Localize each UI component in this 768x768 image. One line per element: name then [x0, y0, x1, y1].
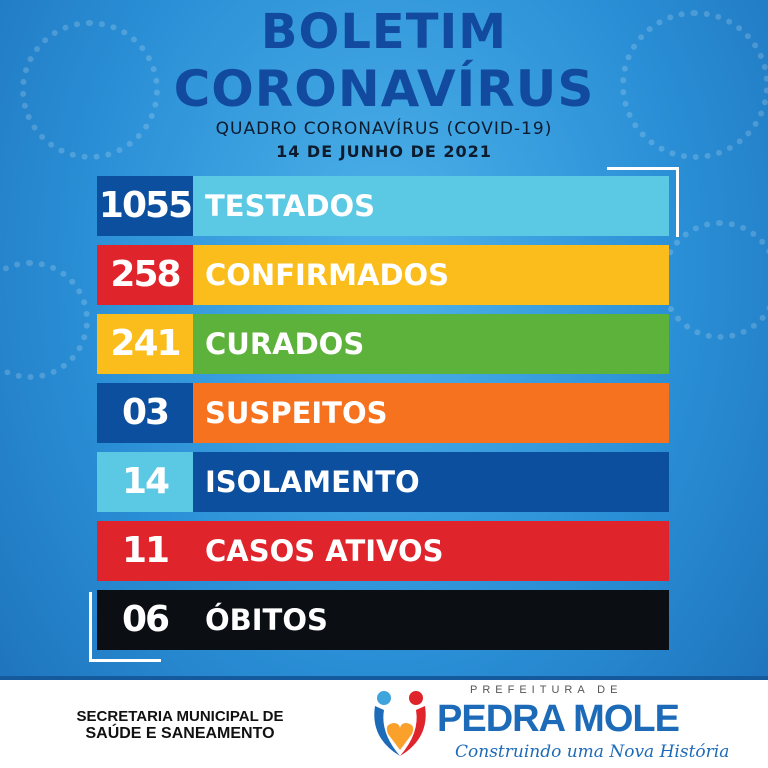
virus-decoration: [660, 220, 768, 340]
frame-corner: [89, 659, 161, 662]
stat-row: 258 CONFIRMADOS: [97, 245, 669, 305]
stat-row: 14 ISOLAMENTO: [97, 452, 669, 512]
stat-row: 241 CURADOS: [97, 314, 669, 374]
logo-slogan: Construindo uma Nova História: [455, 742, 730, 762]
stat-label: CASOS ATIVOS: [193, 521, 669, 581]
stat-label: CURADOS: [193, 314, 669, 374]
prefeitura-logo-icon: [374, 691, 426, 756]
subtitle: QUADRO CORONAVÍRUS (COVID-19): [215, 119, 553, 139]
stat-value: 06: [97, 590, 193, 650]
title-line2: CORONAVÍRUS: [173, 60, 595, 118]
date: 14 DE JUNHO DE 2021: [276, 142, 492, 161]
logo-top-text: PREFEITURA DE: [470, 684, 623, 696]
stat-value: 1055: [97, 176, 193, 236]
stat-label: CONFIRMADOS: [193, 245, 669, 305]
stat-value: 258: [97, 245, 193, 305]
footer: SECRETARIA MUNICIPAL DE SAÚDE E SANEAMEN…: [0, 676, 768, 768]
frame-corner: [607, 167, 679, 170]
stat-row: 06 ÓBITOS: [97, 590, 669, 650]
stat-label: ÓBITOS: [193, 590, 669, 650]
secretaria-line1: SECRETARIA MUNICIPAL DE: [76, 708, 284, 725]
virus-decoration: [20, 20, 160, 160]
virus-decoration: [0, 260, 90, 380]
stat-row: 1055 TESTADOS: [97, 176, 669, 236]
virus-decoration: [620, 10, 768, 160]
title-line1: BOLETIM: [260, 4, 508, 60]
stat-value: 03: [97, 383, 193, 443]
stat-label: SUSPEITOS: [193, 383, 669, 443]
stat-label: ISOLAMENTO: [193, 452, 669, 512]
stat-row: 03 SUSPEITOS: [97, 383, 669, 443]
secretaria-line2: SAÚDE E SANEAMENTO: [85, 725, 275, 742]
frame-corner: [676, 167, 679, 237]
stat-row: 11 CASOS ATIVOS: [97, 521, 669, 581]
logo-name: PEDRA MOLE: [437, 698, 680, 740]
frame-corner: [89, 592, 92, 662]
secretaria: SECRETARIA MUNICIPAL DE SAÚDE E SANEAMEN…: [50, 708, 310, 743]
stat-value: 241: [97, 314, 193, 374]
stat-label: TESTADOS: [193, 176, 669, 236]
stat-value: 11: [97, 521, 193, 581]
stat-value: 14: [97, 452, 193, 512]
